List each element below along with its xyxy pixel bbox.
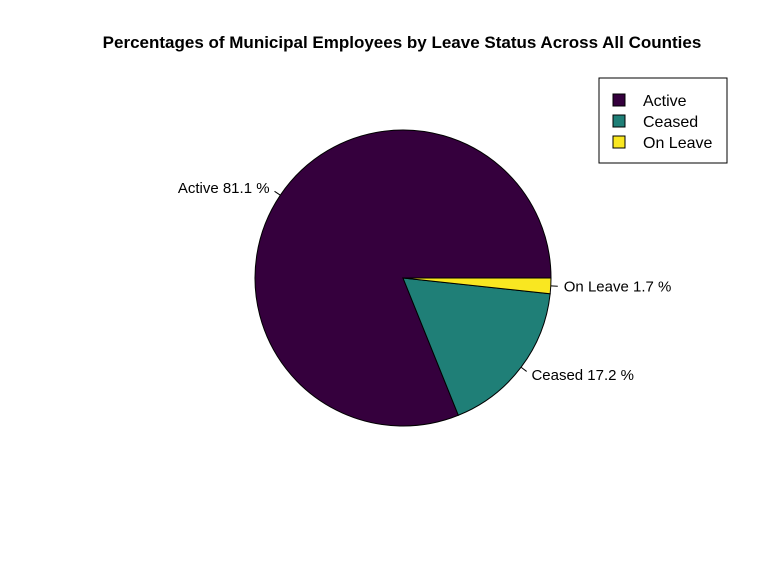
pie-slices (254, 129, 552, 427)
pie-slice-ceased (402, 277, 551, 416)
legend-label-ceased: Ceased (643, 114, 698, 131)
slice-tick-ceased (520, 366, 527, 372)
legend-label-active: Active (643, 93, 687, 110)
legend-label-on-leave: On Leave (643, 135, 712, 152)
chart-title: Percentages of Municipal Employees by Le… (103, 33, 702, 52)
slice-label-ceased: Ceased 17.2 % (531, 367, 634, 384)
legend-swatch-on-leave (612, 135, 626, 149)
slice-label-on-leave: On Leave 1.7 % (564, 279, 672, 296)
legend-swatch-ceased (612, 114, 626, 128)
slice-tick-active (274, 190, 281, 196)
slice-label-active: Active 81.1 % (178, 180, 270, 197)
legend-swatch-active (612, 93, 626, 107)
legend: Active Ceased On Leave (598, 77, 728, 164)
slice-labels: Active 81.1 % Ceased 17.2 % On Leave 1.7 % (178, 180, 672, 384)
pie-slice-on-leave (402, 277, 552, 295)
